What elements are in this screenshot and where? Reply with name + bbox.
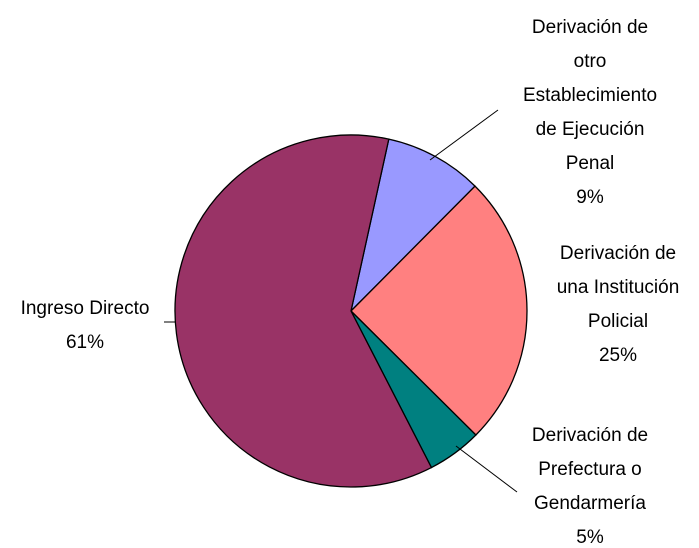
slice-label: Derivación de	[560, 243, 676, 264]
leader-line	[429, 109, 499, 161]
slice-label: una Institución	[557, 277, 680, 298]
slice-label: de Ejecución	[536, 119, 645, 140]
slice-label: Prefectura o	[538, 459, 642, 480]
value-label: 9%	[576, 187, 604, 208]
slice-label: Derivación de	[532, 17, 648, 38]
slice-label: Gendarmería	[534, 493, 646, 514]
value-label: 25%	[599, 345, 637, 366]
slice-label: Policial	[588, 311, 648, 332]
leader-line	[455, 445, 518, 493]
pie-slice	[174, 134, 433, 488]
slice-label: Penal	[566, 153, 615, 174]
pie-slice	[350, 185, 528, 436]
slice-label: Establecimiento	[523, 85, 657, 106]
slice-label: Derivación de	[532, 425, 648, 446]
value-label: 5%	[576, 527, 604, 548]
slice-label: Ingreso Directo	[21, 298, 150, 319]
slice-label: otro	[574, 51, 607, 72]
value-label: 61%	[66, 332, 104, 353]
